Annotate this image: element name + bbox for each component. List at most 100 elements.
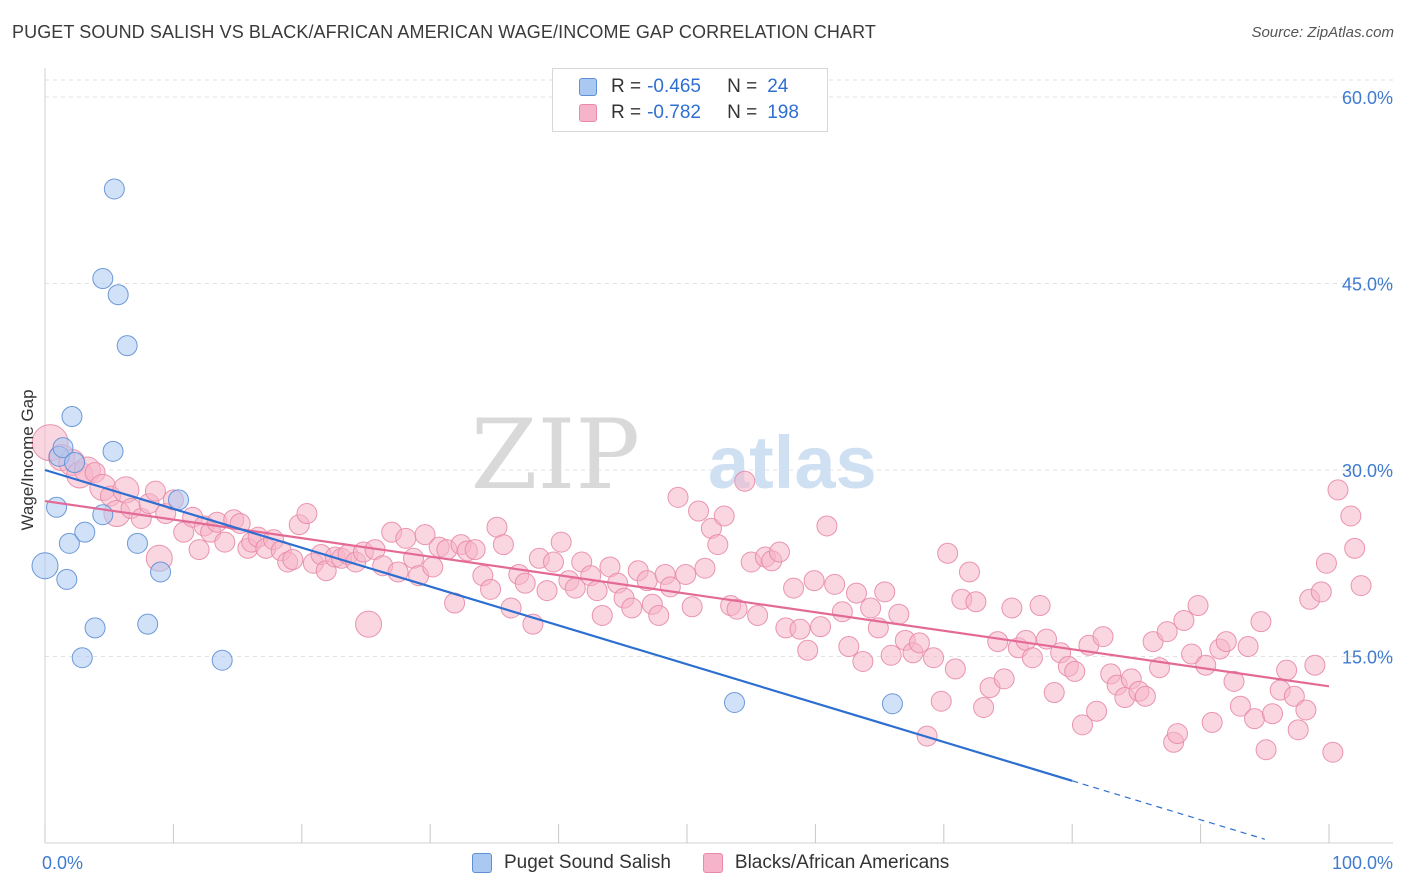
puget-point xyxy=(84,617,106,639)
black-point xyxy=(214,531,236,553)
black-point xyxy=(930,690,952,712)
puget-point xyxy=(102,440,124,462)
stats-row-puget: R = -0.465 N = 24 xyxy=(579,75,788,99)
stats-row-black: R = -0.782 N = 198 xyxy=(579,101,799,125)
r-value: -0.465 xyxy=(647,76,701,97)
y-tick-label: 45.0% xyxy=(1342,275,1393,295)
chart-title: PUGET SOUND SALISH VS BLACK/AFRICAN AMER… xyxy=(12,22,876,42)
black-point xyxy=(923,647,945,669)
black-point xyxy=(591,604,613,626)
black-point xyxy=(1287,719,1309,741)
black-point xyxy=(860,597,882,619)
trend-line-puget xyxy=(44,468,1073,782)
black-point xyxy=(550,531,572,553)
black-point xyxy=(973,696,995,718)
black-point xyxy=(1071,714,1093,736)
black-point xyxy=(1229,695,1251,717)
puget-point xyxy=(137,613,159,635)
black-point xyxy=(810,616,832,638)
black-point xyxy=(480,578,502,600)
black-point xyxy=(414,524,436,546)
puget-point xyxy=(46,496,68,518)
y-tick-label: 30.0% xyxy=(1342,461,1393,481)
gridlines xyxy=(45,79,1393,657)
puget-point xyxy=(881,693,903,715)
puget-point xyxy=(92,268,114,290)
black-point xyxy=(667,486,689,508)
trend-line-puget-extension xyxy=(1072,780,1265,840)
black-point xyxy=(1043,682,1065,704)
puget-point xyxy=(74,521,96,543)
black-point xyxy=(514,572,536,594)
puget-point xyxy=(103,178,125,200)
series-puget-sound-salish xyxy=(31,178,903,715)
puget-point xyxy=(116,335,138,357)
legend-item-black[interactable]: Blacks/African Americans xyxy=(702,852,949,874)
black-point xyxy=(1223,670,1245,692)
x-tick-label-start: 0.0% xyxy=(42,853,83,873)
black-point xyxy=(1181,643,1203,665)
black-point xyxy=(1201,711,1223,733)
black-point xyxy=(874,581,896,603)
puget-point xyxy=(64,452,86,474)
black-point xyxy=(355,610,383,638)
black-point xyxy=(1255,739,1277,761)
black-point xyxy=(1304,654,1326,676)
black-point xyxy=(993,668,1015,690)
black-point xyxy=(296,503,318,525)
black-point xyxy=(1195,654,1217,676)
n-value: 198 xyxy=(767,102,799,123)
black-point xyxy=(681,596,703,618)
black-point xyxy=(1215,631,1237,653)
puget-point xyxy=(126,532,148,554)
black-point xyxy=(944,658,966,680)
puget-point xyxy=(58,532,80,554)
black-point xyxy=(542,551,564,573)
black-point xyxy=(1173,609,1195,631)
trend-lines xyxy=(44,468,1330,840)
black-point xyxy=(492,534,514,556)
black-point xyxy=(783,577,805,599)
black-point xyxy=(1283,685,1305,707)
black-point xyxy=(282,549,304,571)
black-point xyxy=(1092,626,1114,648)
black-point xyxy=(845,582,867,604)
black-point xyxy=(831,601,853,623)
black-point xyxy=(464,539,486,561)
puget-point xyxy=(150,561,172,583)
black-point xyxy=(1244,708,1266,730)
watermark-atlas: atlas xyxy=(708,421,877,504)
source-note: Source: ZipAtlas.com xyxy=(1251,24,1394,41)
black-point xyxy=(713,505,735,527)
black-point xyxy=(852,650,874,672)
puget-point xyxy=(107,284,129,306)
puget-legend-swatch xyxy=(472,853,492,873)
black-point xyxy=(880,644,902,666)
black-point xyxy=(1276,659,1298,681)
black-point xyxy=(1322,741,1344,763)
n-label: N = xyxy=(727,102,758,123)
black-point xyxy=(1295,699,1317,721)
black-point xyxy=(1310,581,1332,603)
stats-legend: R = -0.465 N = 24 R = -0.782 N = 198 xyxy=(552,68,828,132)
black-point xyxy=(726,598,748,620)
puget-swatch xyxy=(579,78,597,96)
legend-item-puget[interactable]: Puget Sound Salish xyxy=(472,852,671,874)
y-tick-label: 15.0% xyxy=(1342,648,1393,668)
black-point xyxy=(937,542,959,564)
black-point xyxy=(1021,647,1043,669)
x-tick-label-end: 100.0% xyxy=(1332,853,1393,873)
black-point xyxy=(734,470,756,492)
puget-point xyxy=(56,568,78,590)
y-axis-label: Wage/Income Gap xyxy=(18,389,37,531)
y-tick-label: 60.0% xyxy=(1342,88,1393,108)
series-blacks-african-americans xyxy=(31,424,1372,763)
black-swatch xyxy=(579,104,597,122)
black-point xyxy=(803,570,825,592)
black-point xyxy=(958,561,980,583)
r-value: -0.782 xyxy=(647,102,701,123)
black-point xyxy=(965,591,987,613)
r-label: R = xyxy=(611,76,642,97)
puget-point xyxy=(211,649,233,671)
